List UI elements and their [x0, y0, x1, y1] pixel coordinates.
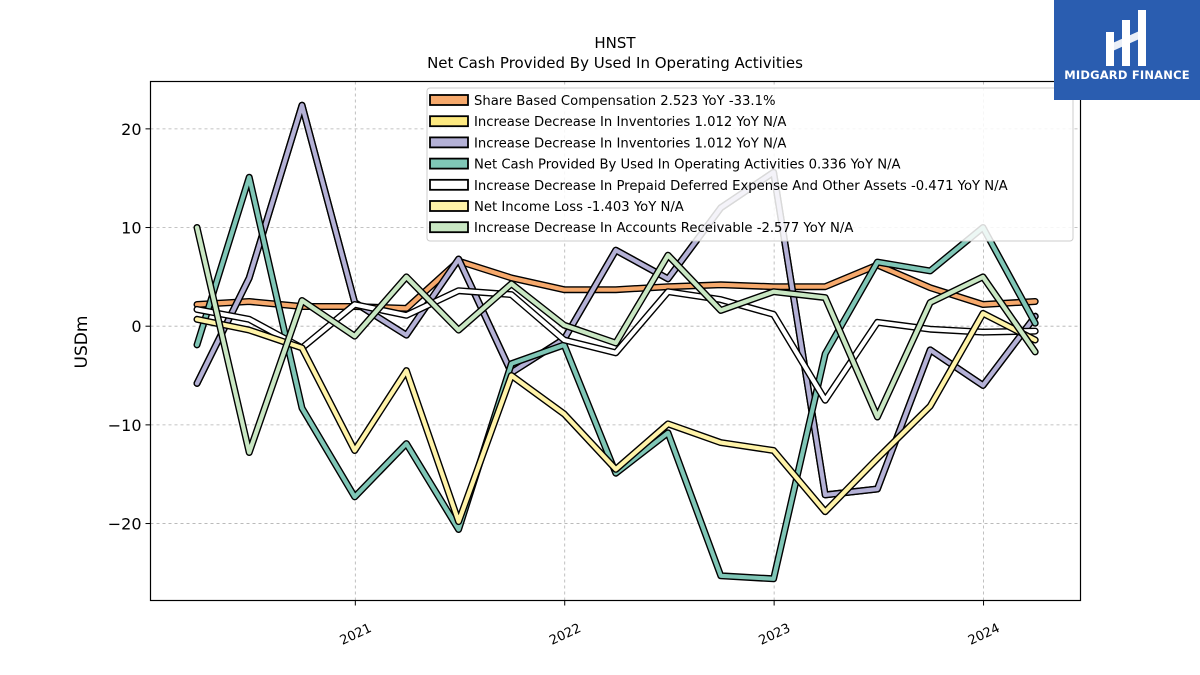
legend-item: Net Income Loss -1.403 YoY N/A: [429, 200, 684, 215]
series-line-stroke: [194, 175, 1038, 581]
legend-label: Net Income Loss -1.403 YoY N/A: [474, 200, 684, 215]
logo-text: MIDGARD FINANCE: [1064, 68, 1190, 82]
legend-swatch: [429, 115, 469, 128]
legend-label: Increase Decrease In Accounts Receivable…: [474, 221, 853, 236]
series-line-7: [193, 224, 1039, 456]
x-tick-label: 2021: [338, 621, 374, 649]
legend-swatch: [429, 178, 469, 191]
series-line-stroke: [194, 225, 1038, 455]
series-line-1: [193, 257, 1039, 312]
legend-label: Increase Decrease In Inventories 1.012 Y…: [474, 136, 786, 151]
legend-swatch: [429, 136, 469, 149]
midgard-finance-logo: MIDGARD FINANCE: [1054, 0, 1200, 100]
series-line-5: [193, 287, 1039, 404]
legend-item: Increase Decrease In Inventories 1.012 Y…: [429, 115, 786, 130]
legend-swatch: [429, 94, 469, 106]
legend-box: [426, 87, 1074, 242]
legend-item: Increase Decrease In Accounts Receivable…: [429, 221, 853, 236]
legend-swatch: [429, 157, 469, 170]
x-tick-label: 2023: [757, 621, 793, 649]
series-line-stroke: [194, 288, 1038, 403]
legend-label: Share Based Compensation 2.523 YoY -33.1…: [474, 94, 776, 109]
series-line-stroke: [194, 259, 1038, 311]
legend-label: Increase Decrease In Inventories 1.012 Y…: [474, 115, 786, 130]
legend-item: Net Cash Provided By Used In Operating A…: [429, 157, 901, 173]
y-tick-label: 0: [131, 317, 141, 336]
y-axis-label: USDm: [72, 316, 92, 369]
series-line-6: [193, 309, 1039, 526]
chart-subtitle: Net Cash Provided By Used In Operating A…: [427, 54, 803, 72]
y-tick-label: −10: [108, 416, 142, 435]
legend-label: Increase Decrease In Prepaid Deferred Ex…: [474, 179, 1008, 194]
chart-title: HNST: [594, 34, 636, 52]
plot-area-frame: [149, 80, 1082, 602]
x-tick-label: 2022: [547, 621, 583, 649]
midgard-logo-icon: [1106, 10, 1146, 66]
legend-swatch: [429, 221, 469, 234]
legend-item: Increase Decrease In Inventories 1.012 Y…: [429, 136, 786, 151]
series-line-stroke: [194, 311, 1038, 524]
y-tick-label: 20: [121, 120, 141, 139]
legend-item: Share Based Compensation 2.523 YoY -33.1…: [429, 94, 776, 109]
legend-item: Increase Decrease In Prepaid Deferred Ex…: [429, 178, 1008, 194]
legend-swatch: [429, 200, 469, 212]
y-tick-label: 10: [121, 219, 141, 238]
y-tick-label: −20: [108, 515, 142, 534]
x-tick-label: 2024: [966, 621, 1002, 649]
series-line-4: [193, 173, 1039, 583]
legend-label: Net Cash Provided By Used In Operating A…: [474, 158, 901, 173]
